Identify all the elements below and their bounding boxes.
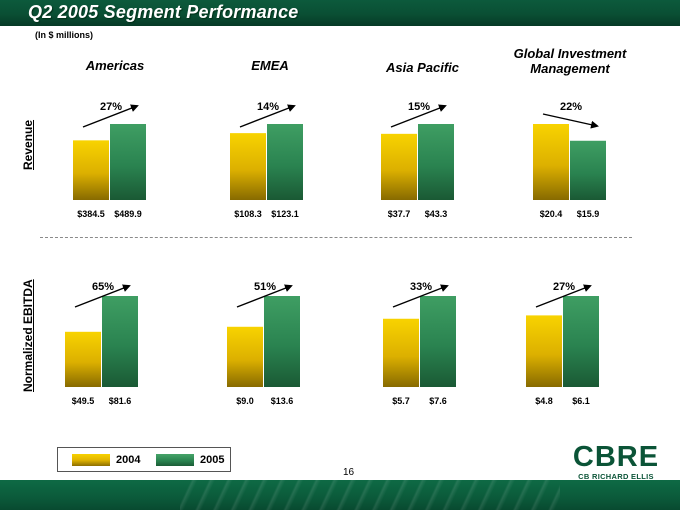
bar-normalized-ebitda-asia-pacific-2004: [383, 318, 419, 387]
growth-label-normalized-ebitda-americas: 65%: [92, 281, 114, 293]
bar-normalized-ebitda-americas-2004: [65, 331, 101, 387]
value-label-normalized-ebitda-global-investment-management-2004: $4.8: [535, 396, 553, 406]
bar-normalized-ebitda-global-investment-management-2004: [526, 315, 562, 387]
logo-subtitle: CB RICHARD ELLIS: [578, 472, 654, 481]
trend-arrow-normalized-ebitda-asia-pacific: [392, 284, 449, 308]
bar-normalized-ebitda-americas-2005: [102, 296, 138, 387]
bar-revenue-global-investment-management-2004: [533, 124, 569, 200]
value-label-revenue-global-investment-management-2004: $20.4: [540, 209, 563, 219]
bar-normalized-ebitda-asia-pacific-2005: [420, 296, 456, 387]
value-label-normalized-ebitda-americas-2004: $49.5: [72, 396, 95, 406]
trend-arrow-revenue-asia-pacific: [390, 104, 447, 128]
bar-revenue-asia-pacific-2005: [418, 124, 454, 200]
trend-arrow-revenue-americas: [82, 104, 139, 128]
footer-stripes: [180, 480, 560, 510]
value-label-revenue-asia-pacific-2005: $43.3: [425, 209, 448, 219]
bar-revenue-americas-2005: [110, 124, 146, 200]
bar-revenue-emea-2004: [230, 133, 266, 200]
page-title: Q2 2005 Segment Performance: [28, 2, 299, 22]
bar-normalized-ebitda-emea-2005: [264, 296, 300, 387]
trend-arrow-normalized-ebitda-global-investment-management: [535, 284, 592, 308]
chart-legend: 2004 2005: [57, 447, 231, 472]
section-divider: [40, 237, 632, 238]
legend-label-2004: 2004: [116, 454, 141, 466]
growth-label-revenue-asia-pacific: 15%: [408, 101, 430, 113]
value-label-revenue-global-investment-management-2005: $15.9: [577, 209, 600, 219]
title-bar: Q2 2005 Segment Performance: [0, 0, 680, 26]
trend-arrow-normalized-ebitda-americas: [74, 284, 131, 308]
growth-label-normalized-ebitda-emea: 51%: [254, 281, 276, 293]
region-label-emea: EMEA: [251, 58, 289, 73]
growth-label-revenue-americas: 27%: [100, 101, 122, 113]
value-label-normalized-ebitda-asia-pacific-2004: $5.7: [392, 396, 410, 406]
logo-wordmark: CBRE: [572, 441, 660, 473]
value-label-revenue-americas-2004: $384.5: [77, 209, 105, 219]
value-label-normalized-ebitda-global-investment-management-2005: $6.1: [572, 396, 590, 406]
units-subtitle: (In $ millions): [35, 30, 94, 40]
value-label-normalized-ebitda-americas-2005: $81.6: [109, 396, 132, 406]
value-label-normalized-ebitda-emea-2004: $9.0: [236, 396, 254, 406]
value-label-normalized-ebitda-emea-2005: $13.6: [271, 396, 294, 406]
cbre-logo: CBRE CB RICHARD ELLIS: [566, 441, 666, 482]
footer-band: [0, 480, 680, 510]
growth-label-normalized-ebitda-global-investment-management: 27%: [553, 281, 575, 293]
region-label-americas: Americas: [85, 58, 145, 73]
legend-label-2005: 2005: [200, 454, 225, 466]
region-label-asia-pacific: Asia Pacific: [386, 60, 459, 75]
trend-arrow-revenue-emea: [239, 104, 296, 128]
growth-label-normalized-ebitda-asia-pacific: 33%: [410, 281, 432, 293]
page-number: 16: [343, 467, 355, 478]
growth-label-revenue-global-investment-management: 22%: [560, 101, 582, 113]
growth-label-revenue-emea: 14%: [257, 101, 279, 113]
value-label-revenue-emea-2004: $108.3: [234, 209, 262, 219]
bar-revenue-americas-2004: [73, 140, 109, 200]
trend-arrow-revenue-global-investment-management: [542, 113, 599, 129]
value-label-revenue-asia-pacific-2004: $37.7: [388, 209, 411, 219]
bar-normalized-ebitda-global-investment-management-2005: [563, 296, 599, 387]
legend-swatch-2004: [72, 454, 110, 466]
trend-arrow-normalized-ebitda-emea: [236, 284, 293, 308]
legend-swatch-2005: [156, 454, 194, 466]
value-label-normalized-ebitda-asia-pacific-2005: $7.6: [429, 396, 447, 406]
bar-revenue-asia-pacific-2004: [381, 133, 417, 200]
bar-revenue-emea-2005: [267, 124, 303, 200]
region-label-global-investment-management: Global Investment Management: [513, 46, 627, 76]
value-label-revenue-emea-2005: $123.1: [271, 209, 299, 219]
bar-normalized-ebitda-emea-2004: [227, 326, 263, 387]
value-label-revenue-americas-2005: $489.9: [114, 209, 142, 219]
bar-revenue-global-investment-management-2005: [570, 140, 606, 200]
